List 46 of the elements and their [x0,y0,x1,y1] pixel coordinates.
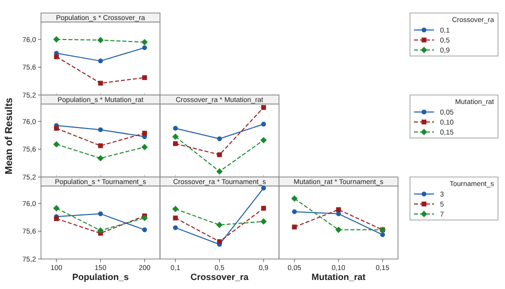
x-axis-title: Mutation_rat [312,272,366,282]
point [98,58,103,64]
point [141,38,148,46]
point [217,136,222,142]
point [173,216,178,220]
x-axis-title: Population_s [72,272,129,282]
point [142,130,147,136]
point [336,207,341,212]
point [142,45,147,50]
point [261,206,266,211]
point [141,144,148,150]
point [53,205,60,212]
point [142,75,147,80]
point [142,227,147,232]
point [53,36,60,43]
point [98,127,103,132]
point [141,214,148,222]
point [216,168,223,175]
point [217,152,222,158]
point [98,80,103,86]
point [54,216,59,222]
point [217,239,222,244]
point [173,225,178,230]
point [54,54,59,60]
point [97,227,104,234]
x-axis-title: Crossover_ra [190,272,250,282]
point [261,186,266,190]
point [97,36,104,44]
point [54,126,59,131]
point [98,143,103,148]
point [260,218,267,225]
point [172,133,179,140]
point [173,141,178,146]
point [292,209,297,214]
y-axis-title: Mean of Results [4,97,15,174]
point [172,206,179,212]
point [380,232,385,238]
point [53,141,60,148]
point [261,122,266,127]
point [260,136,267,144]
point [98,211,103,216]
point [261,105,266,110]
point [216,222,223,228]
point [291,195,298,202]
point [173,126,178,131]
point [292,224,297,230]
